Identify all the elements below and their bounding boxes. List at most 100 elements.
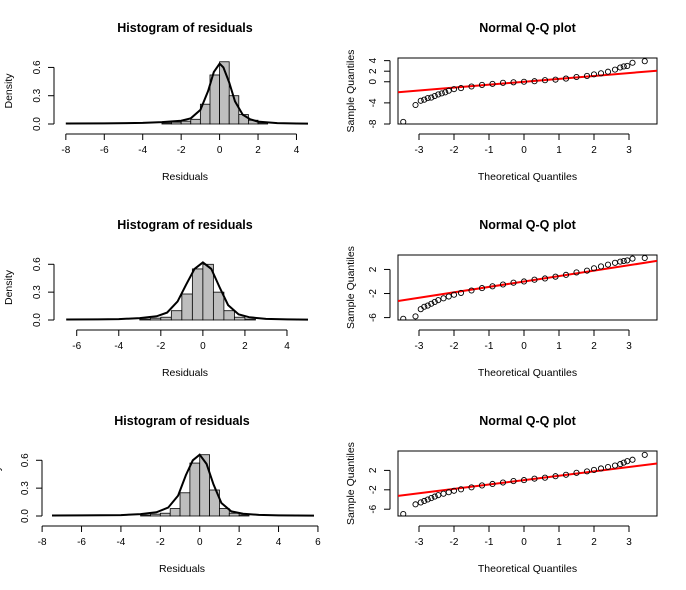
histogram-bar <box>181 293 193 321</box>
qq-point <box>417 97 424 104</box>
qq-point <box>468 83 475 90</box>
qq-point <box>457 486 465 493</box>
qq-point <box>590 71 598 78</box>
qq-point <box>573 73 580 81</box>
qq-point <box>478 482 486 489</box>
qq-point <box>620 257 627 265</box>
qq-point <box>562 471 570 478</box>
x-tick-label: -8 <box>38 537 47 548</box>
qq-point <box>597 465 605 472</box>
plot-frame <box>397 57 658 125</box>
qq-point <box>629 255 636 262</box>
qq-point <box>424 496 431 503</box>
histogram-bar <box>139 318 151 321</box>
y-tick-label: 0.0 <box>32 117 43 131</box>
chart-title: Normal Q-Q plot <box>479 218 576 232</box>
y-tick-label: 2 <box>368 266 379 272</box>
qq-point <box>489 80 496 87</box>
y-tick-label: 0.3 <box>20 481 31 495</box>
y-axis-label: Density <box>3 73 15 109</box>
qq-point <box>499 281 507 288</box>
x-tick-label: 0 <box>197 537 203 548</box>
qq-point <box>489 480 496 488</box>
histogram-bar <box>170 310 183 321</box>
x-tick-label: 2 <box>591 145 597 156</box>
qq-point <box>620 63 627 70</box>
x-tick-label: -6 <box>77 537 86 548</box>
qq-point <box>400 118 407 124</box>
x-axis-label: Residuals <box>159 563 205 575</box>
qq-point <box>468 287 475 294</box>
qq-point <box>440 490 447 497</box>
histogram-bar <box>150 513 161 517</box>
histogram-bar <box>140 514 151 517</box>
qq-point <box>428 300 435 307</box>
qq-point <box>597 70 605 77</box>
qq-point <box>562 271 570 278</box>
y-tick-label: 0.3 <box>32 285 43 299</box>
x-tick-label: 2 <box>255 145 261 156</box>
chart-title: Histogram of residuals <box>117 218 252 232</box>
qq-point <box>629 59 636 66</box>
x-tick-label: 1 <box>556 341 562 352</box>
x-tick-label: -3 <box>415 341 424 352</box>
qq-point <box>421 96 428 103</box>
x-tick-label: 1 <box>556 145 562 156</box>
qq-point <box>431 493 438 500</box>
qq-point <box>590 265 598 272</box>
x-axis-label: Residuals <box>162 171 208 183</box>
panel-3: Histogram of residuals Residuals Density -6… <box>3 218 309 379</box>
qq-point <box>442 89 449 96</box>
qq-point <box>457 85 465 92</box>
y-tick-label: 0.0 <box>20 509 31 523</box>
x-axis-label: Theoretical Quantiles <box>478 171 577 183</box>
y-tick-label: 0.6 <box>32 60 43 74</box>
qq-point <box>562 75 570 82</box>
x-tick-label: 4 <box>284 341 290 352</box>
qq-point <box>604 463 612 471</box>
reference-line <box>398 462 657 497</box>
x-tick-label: -2 <box>450 537 459 548</box>
histogram-bar <box>171 121 182 125</box>
qq-point <box>590 466 598 473</box>
qq-point <box>641 58 648 65</box>
qq-point <box>583 72 591 80</box>
panel-4: Normal Q-Q plot Theoretical Quantiles Samp… <box>345 218 658 379</box>
density-curve <box>51 453 315 517</box>
x-tick-label: 4 <box>276 537 282 548</box>
y-tick-label: -2 <box>368 485 379 494</box>
qq-point <box>438 90 445 97</box>
x-tick-label: -4 <box>114 341 123 352</box>
qq-point <box>624 62 631 69</box>
histogram-bar <box>161 122 172 125</box>
qq-point <box>552 273 559 280</box>
reference-line <box>398 69 657 94</box>
qq-point <box>412 101 419 109</box>
x-tick-label: -2 <box>177 145 186 156</box>
qq-point <box>541 77 549 84</box>
qq-point <box>531 276 538 283</box>
chart-title: Histogram of residuals <box>114 414 249 428</box>
x-tick-label: -4 <box>116 537 125 548</box>
qq-point <box>468 484 475 491</box>
qq-point <box>435 91 442 98</box>
x-tick-label: 0 <box>521 145 527 156</box>
y-tick-label: -6 <box>368 313 379 322</box>
x-tick-label: 2 <box>591 537 597 548</box>
qq-point <box>573 469 580 476</box>
qq-point <box>450 487 458 494</box>
qq-point <box>424 302 431 309</box>
y-tick-label: 0.6 <box>20 453 31 467</box>
qq-point <box>604 261 612 268</box>
histogram-bar <box>202 263 214 321</box>
histogram-bar <box>189 462 201 517</box>
x-tick-label: -3 <box>415 145 424 156</box>
qq-point <box>450 291 458 298</box>
x-tick-label: -8 <box>61 145 70 156</box>
x-tick-label: -1 <box>485 145 494 156</box>
histogram-bar <box>219 61 230 125</box>
x-tick-label: 2 <box>242 341 248 352</box>
qq-point <box>531 78 538 85</box>
y-axis-label: Sample Quantiles <box>345 246 357 329</box>
qq-point <box>400 511 407 516</box>
